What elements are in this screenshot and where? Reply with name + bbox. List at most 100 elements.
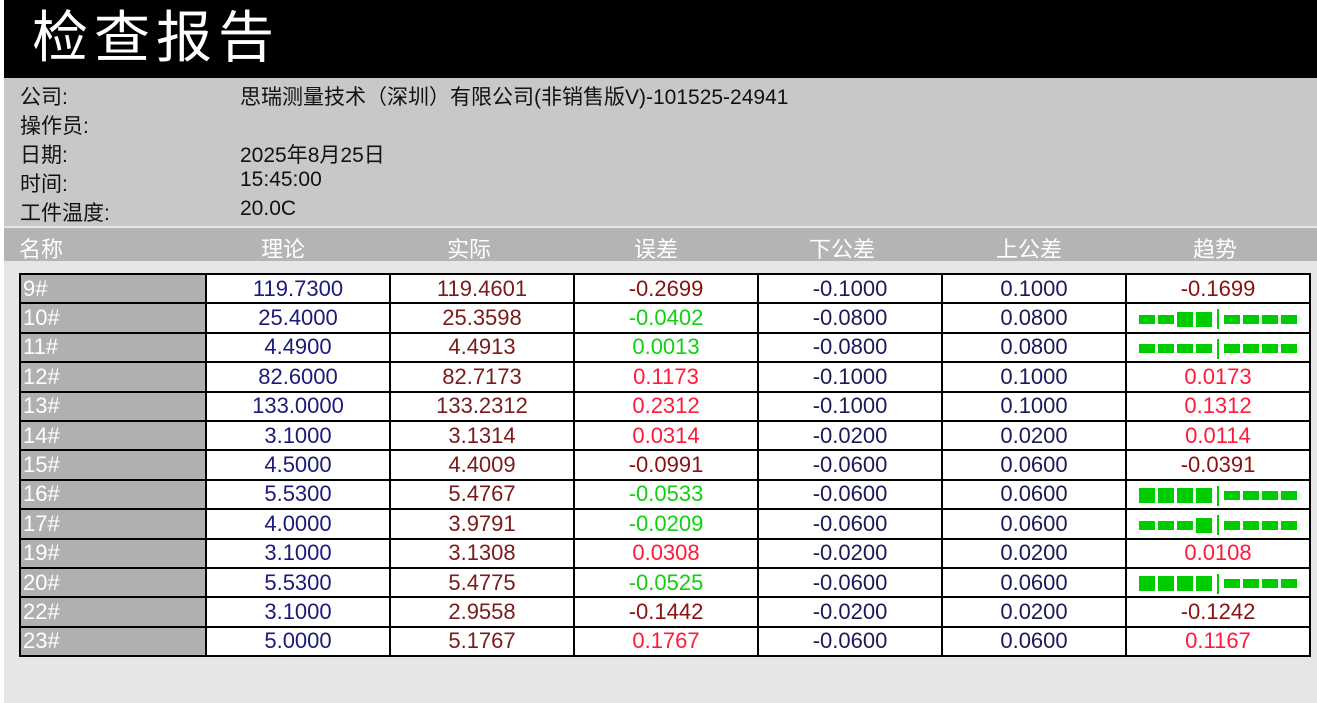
column-header: 名称	[19, 237, 64, 262]
trend-segment	[1243, 520, 1259, 530]
trend-center-line	[1217, 309, 1219, 330]
report-info: 公司: 思瑞测量技术（深圳）有限公司(非销售版V)-101525-24941 操作员…	[4, 78, 1317, 226]
trend-segment	[1281, 579, 1297, 589]
trend-segment	[1224, 491, 1240, 501]
info-row: 操作员:	[4, 107, 1317, 138]
lower-tolerance-cell: -0.1000	[757, 361, 943, 393]
name-cell: 22#	[19, 596, 207, 628]
trend-cell: 0.0114	[1125, 419, 1311, 452]
lower-tolerance-cell: -0.0200	[757, 419, 943, 452]
trend-cell	[1125, 566, 1311, 599]
upper-tolerance-cell: 0.0200	[941, 419, 1127, 452]
trend-segment	[1281, 344, 1297, 354]
trend-cell: 0.1167	[1125, 625, 1311, 658]
actual-cell: 5.4767	[389, 478, 575, 511]
actual-cell: 82.7173	[389, 361, 575, 393]
trend-segment	[1281, 520, 1297, 530]
trend-segment	[1177, 344, 1193, 354]
trend-cell: -0.1242	[1125, 596, 1311, 628]
trend-segment	[1224, 314, 1240, 324]
lower-tolerance-cell: -0.0600	[757, 508, 943, 540]
trend-segment	[1243, 579, 1259, 589]
measurement-table: 9# 119.7300 119.4601 -0.2699 -0.1000 0.1000 -0…	[19, 272, 1311, 658]
trend-segment	[1177, 520, 1193, 530]
trend-bar	[1139, 485, 1297, 506]
name-cell: 15#	[19, 449, 207, 481]
actual-cell: 133.2312	[389, 390, 575, 422]
table-header: 名称 理论 实际 误差 下公差 上公差 趋势	[4, 228, 1317, 262]
upper-tolerance-cell: 0.0600	[941, 478, 1127, 511]
actual-cell: 3.1314	[389, 419, 575, 452]
name-cell: 23#	[19, 625, 207, 658]
actual-cell: 5.4775	[389, 566, 575, 599]
trend-segment	[1196, 517, 1212, 533]
error-cell: 0.1173	[573, 361, 759, 393]
trend-segment	[1196, 576, 1212, 592]
trend-center-line	[1217, 338, 1219, 359]
trend-segment	[1243, 491, 1259, 501]
table-row: 20# 5.5300 5.4775 -0.0525 -0.0600 0.0600	[19, 566, 1311, 599]
upper-tolerance-cell: 0.0600	[941, 449, 1127, 481]
trend-segment	[1196, 344, 1212, 354]
nominal-cell: 5.5300	[205, 478, 391, 511]
table-row: 12# 82.6000 82.7173 0.1173 -0.1000 0.1000 0.01…	[19, 361, 1311, 393]
upper-tolerance-cell: 0.1000	[941, 272, 1127, 305]
nominal-cell: 3.1000	[205, 537, 391, 569]
upper-tolerance-cell: 0.0600	[941, 625, 1127, 658]
info-row: 日期: 2025年8月25日	[4, 136, 1317, 167]
trend-segment	[1139, 314, 1155, 324]
trend-segment	[1158, 344, 1174, 354]
nominal-cell: 5.0000	[205, 625, 391, 658]
error-cell: -0.0525	[573, 566, 759, 599]
name-cell: 17#	[19, 508, 207, 540]
trend-cell: 0.0173	[1125, 361, 1311, 393]
actual-cell: 119.4601	[389, 272, 575, 305]
error-cell: -0.0209	[573, 508, 759, 540]
lower-tolerance-cell: -0.1000	[757, 272, 943, 305]
upper-tolerance-cell: 0.0200	[941, 537, 1127, 569]
table-row: 11# 4.4900 4.4913 0.0013 -0.0800 0.0800	[19, 331, 1311, 364]
upper-tolerance-cell: 0.0600	[941, 566, 1127, 599]
trend-segment	[1262, 520, 1278, 530]
lower-tolerance-cell: -0.0800	[757, 302, 943, 334]
info-label: 时间:	[20, 173, 68, 196]
column-header: 上公差	[995, 237, 1062, 262]
trend-segment	[1177, 488, 1193, 504]
column-header: 下公差	[808, 237, 875, 262]
column-header: 实际	[446, 237, 491, 262]
info-label: 工件温度:	[20, 202, 110, 225]
name-cell: 19#	[19, 537, 207, 569]
error-cell: -0.1442	[573, 596, 759, 628]
info-row: 公司: 思瑞测量技术（深圳）有限公司(非销售版V)-101525-24941	[4, 78, 1317, 109]
error-cell: 0.1767	[573, 625, 759, 658]
trend-bar	[1139, 338, 1297, 359]
table-row: 19# 3.1000 3.1308 0.0308 -0.0200 0.0200 0.0108	[19, 537, 1311, 569]
trend-segment	[1224, 520, 1240, 530]
trend-bar	[1139, 309, 1297, 330]
table-row: 10# 25.4000 25.3598 -0.0402 -0.0800 0.0800	[19, 302, 1311, 334]
name-cell: 16#	[19, 478, 207, 511]
actual-cell: 5.1767	[389, 625, 575, 658]
info-label: 日期:	[20, 144, 68, 167]
error-cell: 0.0314	[573, 419, 759, 452]
info-row: 工件温度: 20.0C	[4, 194, 1317, 225]
name-cell: 14#	[19, 419, 207, 452]
actual-cell: 3.9791	[389, 508, 575, 540]
nominal-cell: 4.4900	[205, 331, 391, 364]
table-row: 9# 119.7300 119.4601 -0.2699 -0.1000 0.1000 -0…	[19, 272, 1311, 305]
actual-cell: 3.1308	[389, 537, 575, 569]
table-row: 23# 5.0000 5.1767 0.1767 -0.0600 0.0600 0.1167	[19, 625, 1311, 658]
nominal-cell: 3.1000	[205, 596, 391, 628]
trend-cell: -0.0391	[1125, 449, 1311, 481]
trend-segment	[1196, 311, 1212, 327]
trend-cell	[1125, 331, 1311, 364]
name-cell: 12#	[19, 361, 207, 393]
info-value: 15:45:00	[240, 168, 322, 191]
trend-segment	[1158, 520, 1174, 530]
trend-segment	[1196, 488, 1212, 504]
info-value: 2025年8月25日	[240, 144, 385, 167]
left-border	[0, 0, 4, 703]
trend-segment	[1139, 520, 1155, 530]
lower-tolerance-cell: -0.0800	[757, 331, 943, 364]
upper-tolerance-cell: 0.0800	[941, 302, 1127, 334]
